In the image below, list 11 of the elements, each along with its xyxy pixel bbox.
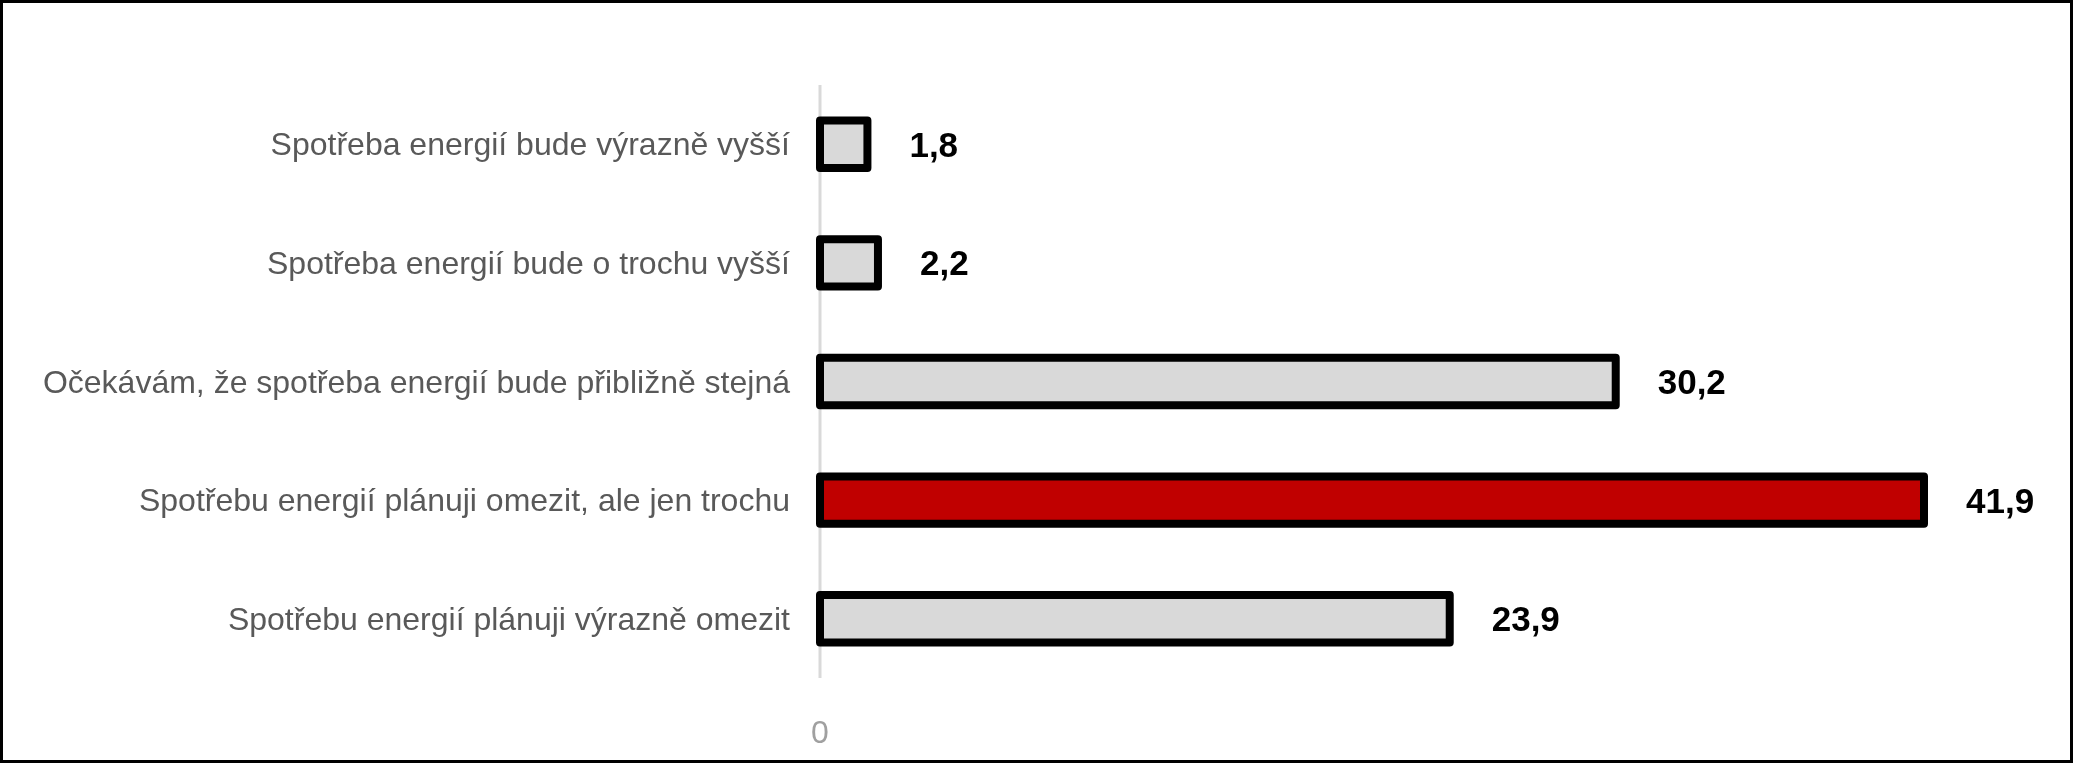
text: 0 [811,714,829,750]
y-tick-label: Očekávám, že spotřeba energií bude přibližně stejná [42,363,791,400]
y-tick-label: Spotřebu energií plánuji omezit, ale jen trochu [138,482,790,519]
data-label: 30,2 [1657,362,1726,401]
y-tick-label: Spotřeba energií bude o trochu vyšší [267,244,791,281]
data-label: 1,8 [909,124,959,164]
data-label: 2,2 [919,243,969,283]
y-tick-label: Spotřebu energií plánuji výrazně omezit [227,600,791,637]
data-label: 23,9 [1491,599,1560,639]
data-label: 41,9 [1966,480,2035,520]
y-tick-label: Spotřeba energií bude výrazně vyšší [270,126,791,163]
